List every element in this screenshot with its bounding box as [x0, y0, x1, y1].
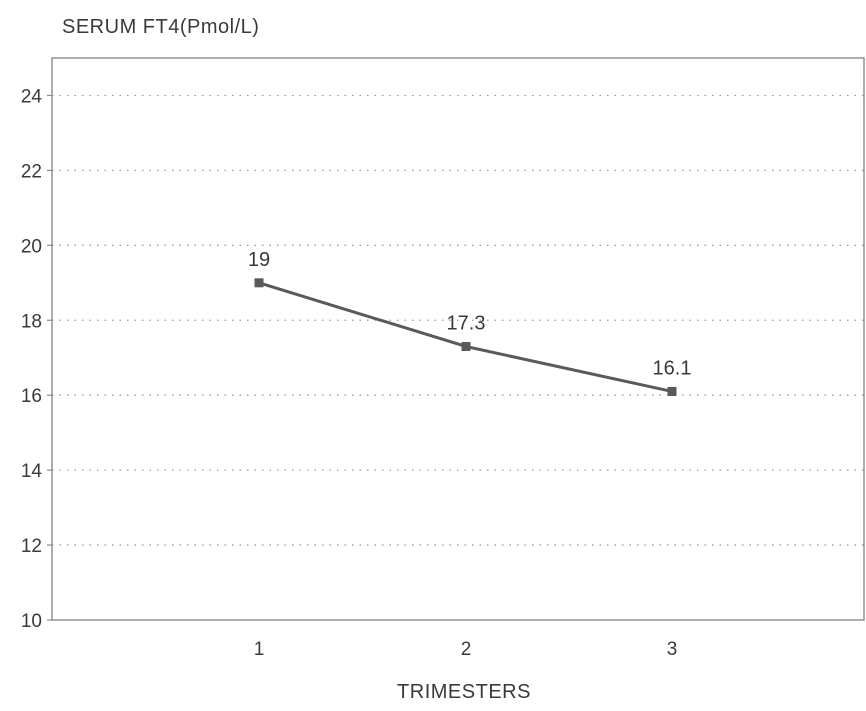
y-tick-label-20: 20	[21, 236, 42, 257]
plot-area-frame	[51, 57, 865, 621]
y-axis-ticks: 10 12 14 16 18 20 22 24	[21, 86, 52, 632]
gridlines	[52, 94, 864, 546]
y-tick-label-24: 24	[21, 86, 43, 107]
data-point-1	[254, 278, 264, 288]
series-line-group	[254, 278, 677, 396]
x-tick-label-1: 1	[254, 639, 265, 660]
x-tick-label-3: 3	[667, 639, 678, 660]
series-line	[257, 281, 674, 393]
data-label-3: 16.1	[653, 357, 692, 379]
data-label-2: 17.3	[447, 312, 486, 334]
y-tick-label-22: 22	[21, 161, 42, 182]
x-axis-ticks: 1 2 3	[254, 639, 678, 660]
x-tick-label-2: 2	[461, 639, 472, 660]
data-labels: 19 17.3 16.1	[248, 249, 692, 380]
x-axis-title: TRIMESTERS	[397, 681, 531, 703]
y-tick-label-12: 12	[21, 536, 42, 557]
y-tick-label-16: 16	[21, 386, 42, 407]
data-point-3	[667, 386, 677, 396]
data-point-2	[461, 341, 471, 351]
y-tick-label-10: 10	[21, 611, 42, 632]
data-label-1: 19	[248, 249, 270, 271]
y-axis-title: SERUM FT4(Pmol/L)	[62, 16, 259, 38]
y-tick-label-14: 14	[21, 461, 43, 482]
y-tick-label-18: 18	[21, 311, 42, 332]
